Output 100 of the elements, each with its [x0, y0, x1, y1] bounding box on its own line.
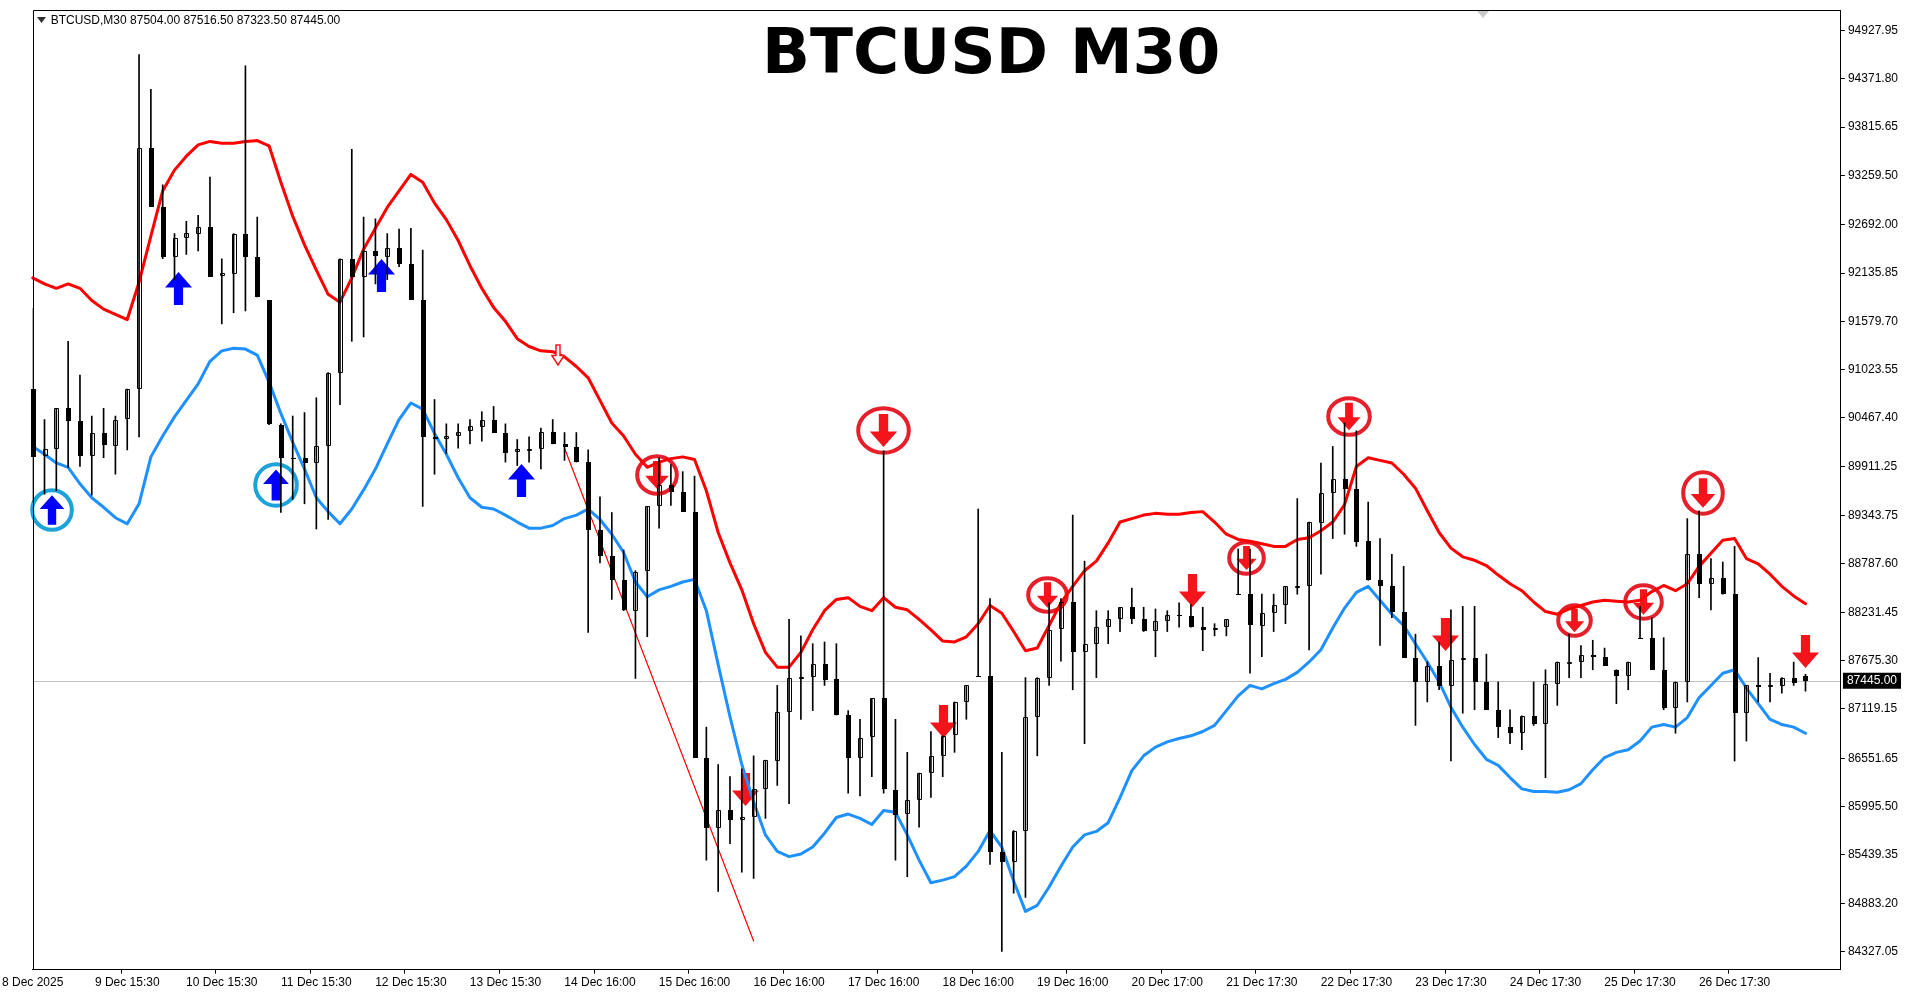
y-tick-label: 90467.40	[1847, 410, 1899, 425]
candlestick	[799, 635, 804, 720]
y-tick-label: 93259.50	[1847, 167, 1899, 182]
candlestick	[1118, 606, 1123, 632]
candlestick	[220, 258, 225, 325]
candlestick	[1685, 518, 1690, 703]
candlestick	[728, 776, 733, 844]
candlestick	[1260, 593, 1265, 658]
candlestick	[338, 258, 343, 406]
y-tick-label: 87675.30	[1847, 652, 1899, 667]
candlestick	[1626, 661, 1631, 691]
y-tick-label: 85995.50	[1847, 798, 1899, 813]
candlestick	[539, 427, 544, 470]
candlestick	[1780, 677, 1785, 694]
candlestick	[1579, 645, 1584, 678]
candlestick	[1201, 606, 1206, 651]
candlestick	[669, 464, 674, 506]
y-tick-label: 93815.65	[1847, 119, 1899, 134]
y-tick-label: 92692.00	[1847, 216, 1899, 231]
x-tick-label: 9 Dec 15:30	[94, 975, 160, 990]
candlestick	[976, 508, 981, 677]
candlestick	[1768, 672, 1773, 703]
x-tick-label: 8 Dec 2025	[1, 975, 64, 990]
candlestick	[90, 415, 95, 496]
candlestick	[1756, 657, 1761, 703]
x-tick-label: 11 Dec 15:30	[281, 975, 352, 990]
y-tick-label: 87119.15	[1847, 701, 1898, 716]
x-tick-label: 20 Dec 17:00	[1131, 975, 1204, 990]
annotation: BTCUSD,M30 87504.00 87516.50 87323.50 87445.00	[50, 12, 341, 27]
candlestick	[1177, 602, 1182, 628]
candlestick	[137, 54, 142, 438]
candlestick	[1331, 446, 1336, 539]
candlestick	[125, 388, 130, 451]
candlestick	[1319, 462, 1324, 575]
candlestick	[1035, 677, 1040, 757]
candlestick	[917, 772, 922, 828]
y-tick-label: 91023.55	[1847, 361, 1899, 376]
candlestick	[291, 415, 296, 500]
candlestick	[1508, 709, 1513, 744]
candlestick	[858, 718, 863, 797]
candlestick	[1295, 498, 1300, 595]
candlestick	[385, 233, 390, 280]
y-tick-label: 94927.95	[1847, 22, 1899, 37]
candlestick	[645, 506, 650, 638]
candlestick	[456, 423, 461, 449]
candlestick	[1165, 610, 1170, 632]
x-tick-label: 17 Dec 16:00	[847, 975, 920, 990]
candlestick	[1059, 598, 1064, 662]
candlestick	[1638, 606, 1643, 639]
candlestick	[1591, 639, 1596, 671]
x-tick-label: 15 Dec 16:00	[658, 975, 731, 990]
candlestick	[1520, 715, 1525, 751]
x-tick-label: 22 Dec 17:30	[1320, 975, 1393, 990]
y-tick-label: 89343.75	[1847, 507, 1899, 522]
candlestick	[929, 731, 934, 798]
candlestick	[1709, 558, 1714, 611]
candlestick	[196, 214, 201, 252]
candlestick	[1567, 633, 1572, 678]
candlestick	[1000, 752, 1005, 952]
candlestick	[941, 735, 946, 778]
x-tick-label: 19 Dec 16:00	[1037, 975, 1109, 990]
candlestick	[657, 457, 662, 529]
candlestick	[716, 764, 721, 892]
x-tick-label: 18 Dec 16:00	[942, 975, 1015, 990]
x-tick-label: 12 Dec 15:30	[375, 975, 447, 990]
candlestick	[905, 752, 910, 877]
candlestick	[787, 619, 792, 804]
candlestick	[1461, 606, 1466, 714]
y-tick-label: 84883.20	[1847, 895, 1899, 910]
candlestick	[1425, 661, 1430, 703]
x-tick-label: 23 Dec 17:30	[1415, 975, 1487, 990]
y-tick-label: 86551.65	[1847, 750, 1899, 765]
candlestick	[1307, 521, 1312, 651]
candlestick	[350, 148, 355, 342]
candlestick	[1792, 661, 1797, 686]
candlestick	[1236, 548, 1241, 595]
x-tick-label: 10 Dec 15:30	[186, 975, 258, 990]
y-tick-label: 88787.60	[1847, 556, 1899, 571]
x-tick-label: 24 Dec 17:30	[1509, 975, 1582, 990]
candlestick	[811, 643, 816, 711]
candlestick	[527, 436, 532, 463]
candlestick	[775, 685, 780, 786]
candlestick	[1555, 661, 1560, 706]
chart-title: BTCUSD M30	[761, 15, 1221, 89]
x-tick-label: 14 Dec 16:00	[564, 975, 636, 990]
candlestick	[468, 419, 473, 445]
y-tick-label: 84327.05	[1847, 943, 1899, 958]
candlestick	[870, 698, 875, 778]
candlestick	[515, 439, 520, 466]
candlestick	[480, 411, 485, 442]
candlestick	[66, 340, 71, 468]
y-tick-label: 94371.80	[1847, 71, 1899, 86]
x-tick-label: 25 Dec 17:30	[1604, 975, 1677, 990]
x-tick-label: 26 Dec 17:30	[1698, 975, 1771, 990]
y-tick-label: 92135.85	[1847, 265, 1899, 280]
candlestick	[1449, 609, 1454, 762]
x-tick-label: 13 Dec 15:30	[469, 975, 542, 990]
x-tick-label: 16 Dec 16:00	[753, 975, 826, 990]
candlestick	[326, 372, 331, 520]
y-tick-label: 91579.70	[1847, 313, 1899, 328]
